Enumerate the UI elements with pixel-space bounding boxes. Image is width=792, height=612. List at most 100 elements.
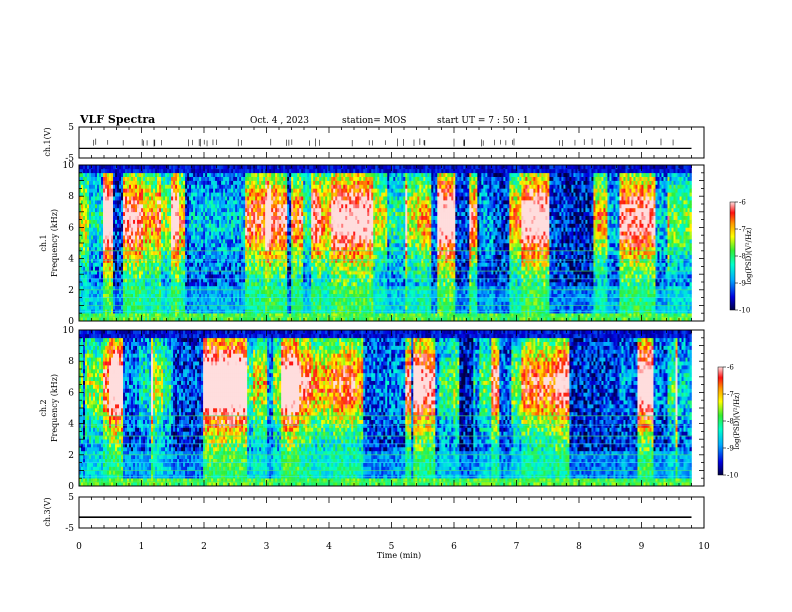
ch1-spectrogram-cell: [203, 208, 205, 212]
ch1-spectrogram-cell: [235, 165, 237, 169]
ch1-spectrogram-cell: [217, 274, 219, 278]
ch1-spectrogram-cell: [175, 196, 177, 200]
ch1-spectrogram-cell: [95, 274, 97, 278]
ch1-spectrogram-cell: [291, 290, 293, 294]
ch1-spectrogram-cell: [123, 298, 125, 302]
ch1-spectrogram-cell: [255, 282, 257, 286]
ch1-spectrogram-cell: [201, 298, 203, 302]
ch1-spectrogram-cell: [313, 188, 315, 192]
ch1-spectrogram-cell: [165, 231, 167, 235]
ch1-spectrogram-cell: [227, 259, 229, 263]
ch1-spectrogram-cell: [247, 169, 249, 173]
ch1-spectrogram-cell: [89, 298, 91, 302]
ch1-spectrogram-cell: [93, 192, 95, 196]
ch1-spectrogram-cell: [107, 169, 109, 173]
ch1-spectrogram-cell: [169, 216, 171, 220]
ch1-spectrogram-cell: [251, 208, 253, 212]
ch1-spectrogram-cell: [127, 235, 129, 239]
ch1-spectrogram-cell: [245, 235, 247, 239]
ch1-spectrogram-cell: [223, 173, 225, 177]
ch1-spectrogram-cell: [121, 259, 123, 263]
ch1-spectrogram-cell: [215, 208, 217, 212]
ch1-spectrogram-cell: [159, 313, 161, 317]
ch1-spectrogram-cell: [105, 227, 107, 231]
ch1-spectrogram-cell: [145, 266, 147, 270]
ch1-spectrogram-cell: [85, 243, 87, 247]
ch1-spectrogram-cell: [215, 305, 217, 309]
ch1-spectrogram-cell: [119, 185, 121, 189]
ch1-spectrogram-cell: [97, 177, 99, 181]
ch1-spectrogram-cell: [269, 200, 271, 204]
ch1-spectrogram-cell: [243, 263, 245, 267]
ch1-spectrogram-cell: [263, 192, 265, 196]
ch1-spectrogram-cell: [161, 200, 163, 204]
ch1-spectrogram-cell: [239, 169, 241, 173]
ch1-spectrogram-cell: [185, 313, 187, 317]
ch1-spectrogram-cell: [183, 188, 185, 192]
ch1-spectrogram-cell: [121, 266, 123, 270]
ch1-spectrogram-cell: [249, 305, 251, 309]
ch1-spectrogram-cell: [205, 255, 207, 259]
ch1-spectrogram-cell: [221, 185, 223, 189]
ch1-spectrogram-cell: [237, 177, 239, 181]
ch1-spectrogram-cell: [181, 298, 183, 302]
ch1-spectrogram-cell: [267, 177, 269, 181]
ch1-spectrogram-cell: [109, 313, 111, 317]
ch1-spectrogram-cell: [89, 204, 91, 208]
ch1-spectrogram-cell: [157, 204, 159, 208]
ch1-spectrogram-cell: [135, 255, 137, 259]
ch1-spectrogram-cell: [159, 196, 161, 200]
ch1-spectrogram-cell: [229, 204, 231, 208]
ch1-spectrogram-cell: [111, 196, 113, 200]
ch1-spectrogram-cell: [105, 263, 107, 267]
ch1-spectrogram-cell: [285, 196, 287, 200]
ch1-spectrogram-cell: [93, 200, 95, 204]
ch1-spectrogram-cell: [253, 282, 255, 286]
ch1-spectrogram-cell: [103, 212, 105, 216]
ch1-spectrogram-cell: [115, 216, 117, 220]
ch1-spectrogram-cell: [123, 196, 125, 200]
ch1-spectrogram-cell: [265, 181, 267, 185]
ch1-spectrogram-cell: [215, 298, 217, 302]
ch1-spectrogram-cell: [113, 231, 115, 235]
ch1-spectrogram-cell: [227, 266, 229, 270]
ch1-spectrogram-cell: [247, 212, 249, 216]
ch1-spectrogram-cell: [165, 305, 167, 309]
ch1-spectrogram-cell: [167, 313, 169, 317]
ch1-spectrogram-cell: [179, 298, 181, 302]
ch1-spectrogram-cell: [211, 165, 213, 169]
ch1-spectrogram-cell: [193, 266, 195, 270]
ch1-spectrogram-cell: [107, 274, 109, 278]
ch1-spectrogram-cell: [233, 173, 235, 177]
ch1-spectrogram-cell: [153, 181, 155, 185]
ch1-spectrogram-cell: [251, 169, 253, 173]
ch1-spectrogram-cell: [87, 239, 89, 243]
ch1-spectrogram-cell: [81, 188, 83, 192]
ch1-spectrogram-cell: [291, 251, 293, 255]
ch1-spectrogram-cell: [117, 235, 119, 239]
ch1-spectrogram-cell: [153, 231, 155, 235]
ch1-spectrogram-cell: [201, 282, 203, 286]
ch1-spectrogram-cell: [111, 216, 113, 220]
ch1-spectrogram-cell: [237, 173, 239, 177]
ch1-spectrogram-cell: [107, 266, 109, 270]
ch1-spectrogram-cell: [127, 263, 129, 267]
ch1-spectrogram-cell: [191, 208, 193, 212]
ch1-spectrogram-cell: [93, 239, 95, 243]
ch1-spectrogram-cell: [165, 282, 167, 286]
ch1-spectrogram-cell: [171, 282, 173, 286]
ch1-spectrogram-cell: [313, 298, 315, 302]
ch1-spectrogram-cell: [233, 259, 235, 263]
ch1-spectrogram-cell: [151, 305, 153, 309]
ch1-spectrogram-cell: [297, 188, 299, 192]
ch1-spectrogram-cell: [87, 216, 89, 220]
ch1-spectrogram-cell: [269, 204, 271, 208]
ch1-spectrogram-cell: [103, 259, 105, 263]
ch1-spectrogram-cell: [167, 192, 169, 196]
ch1-spectrogram-cell: [121, 231, 123, 235]
ch1-spectrogram-cell: [147, 192, 149, 196]
ch1-spectrogram-cell: [187, 173, 189, 177]
ch1-spectrogram-cell: [241, 239, 243, 243]
ch1-spectrogram-cell: [191, 200, 193, 204]
ch1-spectrogram-cell: [307, 274, 309, 278]
